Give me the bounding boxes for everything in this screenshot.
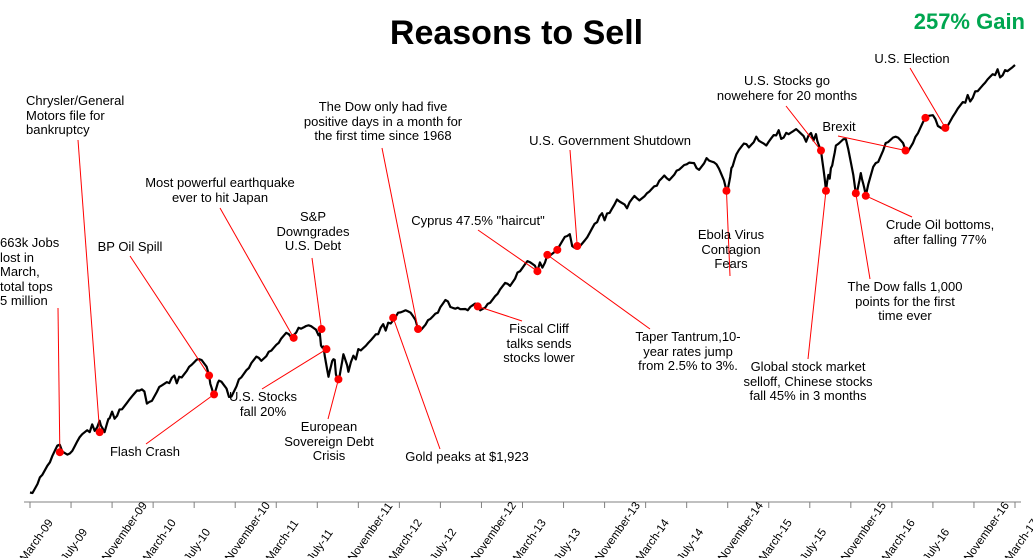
event-marker <box>921 114 929 122</box>
annotation-label: Most powerful earthquake ever to hit Jap… <box>130 176 310 205</box>
annotation-label: Ebola Virus Contagion Fears <box>686 228 776 272</box>
annotation-label: The Dow only had five positive days in a… <box>288 100 478 144</box>
event-marker <box>533 267 541 275</box>
event-marker <box>573 242 581 250</box>
annotation-label: Cyprus 47.5% "haircut" <box>398 214 558 229</box>
event-marker <box>389 314 397 322</box>
leader-line <box>478 306 522 321</box>
annotation-label: Flash Crash <box>100 445 190 460</box>
leader-line <box>866 196 912 217</box>
annotation-label: European Sovereign Debt Crisis <box>274 420 384 464</box>
event-marker <box>334 375 342 383</box>
annotation-label: Global stock market selloff, Chinese sto… <box>728 360 888 404</box>
event-marker <box>817 147 825 155</box>
leader-line <box>58 308 60 452</box>
event-marker <box>210 390 218 398</box>
event-marker <box>205 372 213 380</box>
event-marker <box>322 345 330 353</box>
annotation-label: BP Oil Spill <box>90 240 170 255</box>
leader-line <box>312 258 322 329</box>
leader-line <box>146 394 214 444</box>
leader-line <box>856 193 870 279</box>
leader-line <box>262 349 326 389</box>
event-marker <box>862 192 870 200</box>
annotation-label: Crude Oil bottoms, after falling 77% <box>870 218 1010 247</box>
event-marker <box>290 334 298 342</box>
annotation-label: Gold peaks at $1,923 <box>392 450 542 465</box>
annotation-label: Fiscal Cliff talks sends stocks lower <box>494 322 584 366</box>
event-marker <box>318 325 326 333</box>
event-marker <box>474 302 482 310</box>
event-marker <box>852 189 860 197</box>
leader-line <box>547 255 650 329</box>
leader-line <box>393 318 440 449</box>
leader-line <box>328 379 338 419</box>
event-marker <box>902 147 910 155</box>
event-marker <box>56 448 64 456</box>
annotation-label: S&P Downgrades U.S. Debt <box>268 210 358 254</box>
event-marker <box>543 251 551 259</box>
annotation-label: U.S. Election <box>862 52 962 67</box>
leader-line <box>808 191 826 359</box>
chart-container: Reasons to Sell 257% Gain 663k Jobs lost… <box>0 0 1033 558</box>
event-marker <box>822 187 830 195</box>
leader-line <box>382 148 418 329</box>
annotation-label: The Dow falls 1,000 points for the first… <box>830 280 980 324</box>
event-marker <box>553 246 561 254</box>
leader-line <box>478 230 537 271</box>
leader-line <box>130 256 209 376</box>
event-marker <box>414 325 422 333</box>
leader-line <box>570 150 577 246</box>
annotation-label: U.S. Stocks fall 20% <box>218 390 308 419</box>
annotation-label: Chrysler/General Motors file for bankrup… <box>26 94 146 138</box>
annotation-label: Brexit <box>814 120 864 135</box>
event-marker <box>722 187 730 195</box>
event-marker <box>941 124 949 132</box>
annotation-label: U.S. Stocks go nowehere for 20 months <box>702 74 872 103</box>
leader-line <box>78 140 100 432</box>
annotation-label: 663k Jobs lost in March, total tops 5 mi… <box>0 236 66 309</box>
annotation-label: U.S. Government Shutdown <box>510 134 710 149</box>
event-marker <box>96 428 104 436</box>
